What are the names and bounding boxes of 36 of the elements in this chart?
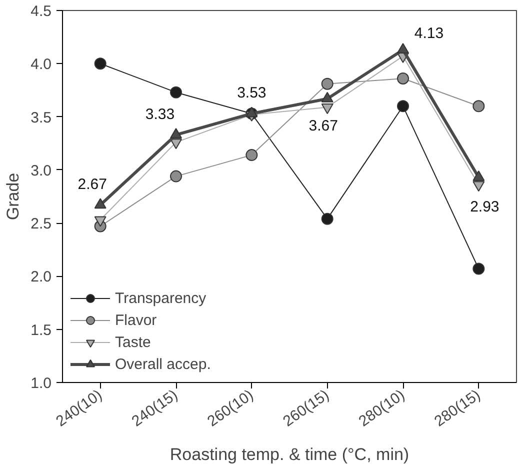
point [397,42,409,54]
y-tick-label: 1.0 [30,375,52,392]
point [397,100,409,112]
point [321,78,334,90]
data-label: 3.33 [145,106,175,123]
point [472,262,485,275]
legend-label: Transparency [115,290,206,306]
point [472,170,485,182]
point [170,170,182,182]
data-label: 4.13 [414,24,444,42]
y-tick-label: 3.5 [30,109,52,126]
data-label: 2.67 [78,176,107,194]
y-tick-label: 1.5 [30,322,52,339]
point [397,72,409,85]
x-axis-title: Roasting temp. & time (°C, min) [170,445,410,464]
point [246,106,258,118]
data-label: 3.67 [308,118,338,135]
y-tick-label: 2.5 [30,216,52,233]
point [94,58,106,70]
point [321,212,334,225]
y-tick-label: 4.0 [30,56,52,74]
point [472,100,485,112]
point [246,149,258,162]
legend-label: Flavor [115,312,157,328]
legend-label: Overall accep. [115,356,211,372]
legend-label: Taste [115,334,151,350]
point [170,86,182,98]
y-tick-label: 2.0 [30,268,52,286]
point [94,198,106,209]
data-label: 3.53 [237,84,266,102]
y-tick-label: 4.5 [30,3,52,20]
point [321,92,334,102]
y-axis-title: Grade [4,172,23,220]
point [170,128,182,139]
y-tick-label: 3.0 [30,162,52,180]
data-label: 2.93 [470,198,500,216]
